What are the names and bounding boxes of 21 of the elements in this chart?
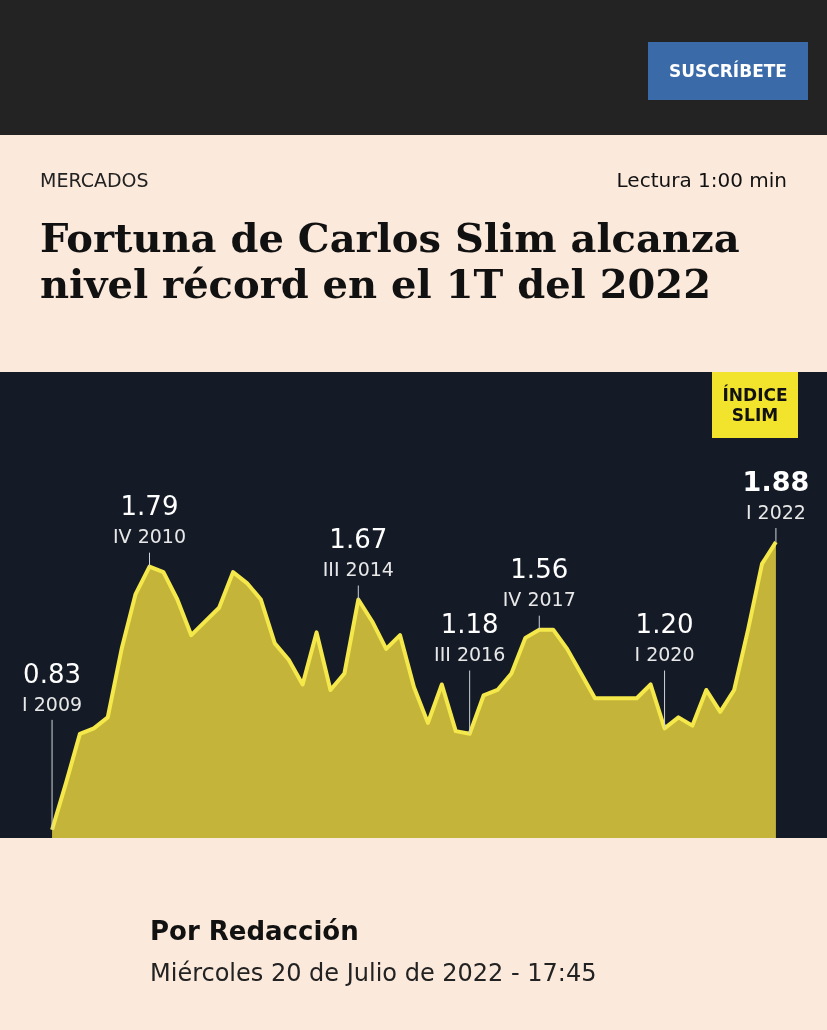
text: Lectura 1:00 min xyxy=(616,168,787,192)
x-tick-label: III 2016 xyxy=(434,643,506,666)
text: Por Redacción xyxy=(150,916,359,946)
x-tick-label: IV 2017 xyxy=(502,588,576,611)
x-tick-label: III 2014 xyxy=(322,558,394,581)
data-label: 1.18 xyxy=(440,609,499,640)
annotation: ÍNDICE SLIM xyxy=(722,384,788,425)
data-label: 1.20 xyxy=(635,609,694,640)
data-label: 1.67 xyxy=(329,524,388,555)
data-label: 1.56 xyxy=(510,554,569,585)
x-tick-label: IV 2010 xyxy=(113,525,186,548)
data-label: 1.79 xyxy=(120,491,179,522)
x-tick-label: I 2020 xyxy=(634,643,695,666)
x-tick-label: I 2022 xyxy=(745,500,806,523)
data-label: 1.88 xyxy=(742,465,810,497)
text: SUSCRÍBETE xyxy=(669,60,787,81)
chart-title: Fortuna de Carlos Slim alcanza nivel récord en el 1T del 2022 xyxy=(40,214,740,307)
data-label: 0.83 xyxy=(23,658,82,689)
text: Miércoles 20 de Julio de 2022 - 17:45 xyxy=(150,959,597,987)
chart-subtitle: MERCADOS xyxy=(40,169,149,191)
x-tick-label: I 2009 xyxy=(22,692,83,715)
